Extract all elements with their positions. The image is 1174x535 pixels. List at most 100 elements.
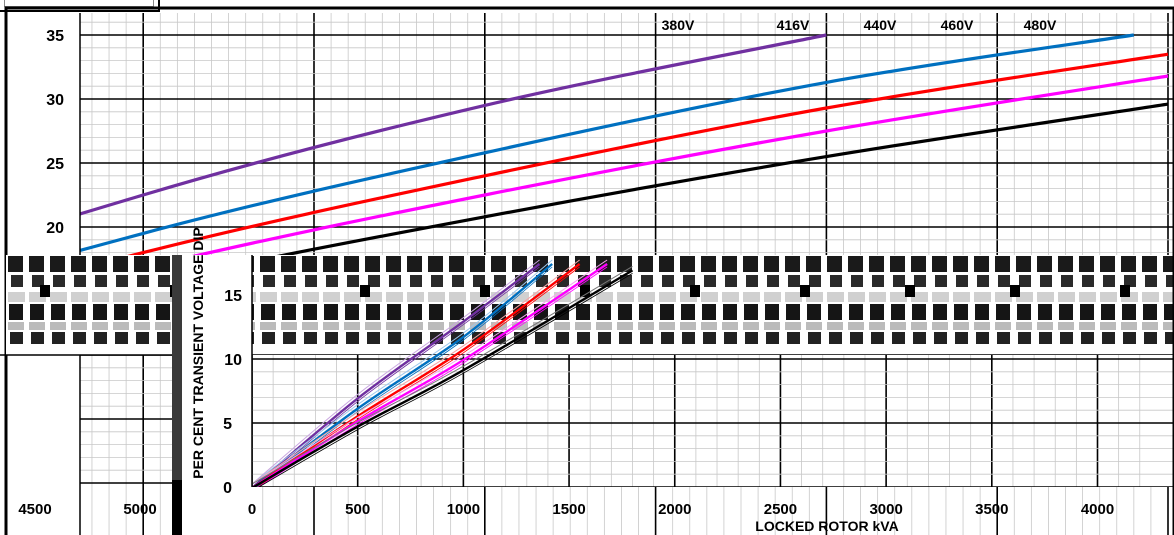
glitch-block xyxy=(50,322,66,330)
glitch-block xyxy=(912,304,926,320)
glitch-block xyxy=(1100,322,1116,330)
glitch-block xyxy=(71,292,88,302)
y-tick-label: 5 xyxy=(223,416,232,433)
glitch-block xyxy=(367,332,380,344)
glitch-block xyxy=(788,275,800,287)
y-tick-label: 25 xyxy=(46,156,64,173)
glitch-block xyxy=(344,256,359,272)
glitch-block xyxy=(281,256,296,272)
glitch-block xyxy=(704,275,716,287)
glitch-block xyxy=(407,292,424,302)
glitch-block xyxy=(619,332,632,344)
glitch-block xyxy=(1082,275,1094,287)
glitch-block xyxy=(260,292,277,302)
glitch-block xyxy=(157,332,170,344)
glitch-dot xyxy=(580,285,590,297)
glitch-block xyxy=(764,322,780,330)
glitch-block xyxy=(1058,322,1074,330)
glitch-block xyxy=(935,275,947,287)
glitch-block xyxy=(680,292,697,302)
series-line-ghost xyxy=(252,259,608,485)
glitch-dot xyxy=(1120,285,1130,297)
glitch-block xyxy=(827,322,843,330)
glitch-block xyxy=(470,256,485,272)
glitch-block xyxy=(575,322,591,330)
glitch-block xyxy=(283,332,296,344)
glitch-block xyxy=(953,292,970,302)
x-tick-label: 4500 xyxy=(18,501,51,518)
series-label: 440V xyxy=(864,17,897,33)
glitch-block xyxy=(1059,304,1073,320)
glitch-block xyxy=(618,304,632,320)
x-tick-label: 2000 xyxy=(658,501,691,518)
glitch-block xyxy=(135,304,149,320)
glitch-block xyxy=(407,256,422,272)
glitch-block xyxy=(137,275,149,287)
glitch-block xyxy=(723,304,737,320)
glitch-block xyxy=(386,292,403,302)
glitch-block xyxy=(933,304,947,320)
glitch-block xyxy=(1143,304,1157,320)
glitch-block xyxy=(1079,322,1095,330)
glitch-block xyxy=(386,322,402,330)
glitch-block xyxy=(932,292,949,302)
glitch-block xyxy=(869,322,885,330)
glitch-block xyxy=(682,332,695,344)
glitch-block xyxy=(8,292,25,302)
glitch-block xyxy=(1018,332,1031,344)
glitch-block xyxy=(974,322,990,330)
glitch-block xyxy=(261,304,275,320)
glitch-dot xyxy=(360,285,370,297)
lower-left-panel xyxy=(182,255,252,535)
glitch-block xyxy=(1038,304,1052,320)
glitch-block xyxy=(533,256,548,272)
glitch-block xyxy=(368,275,380,287)
glitch-block xyxy=(1060,332,1073,344)
glitch-block xyxy=(115,332,128,344)
glitch-block xyxy=(661,332,674,344)
glitch-block xyxy=(1016,256,1031,272)
glitch-block xyxy=(872,275,884,287)
glitch-block xyxy=(806,256,821,272)
glitch-dot xyxy=(40,285,50,297)
glitch-block xyxy=(326,275,338,287)
glitch-block xyxy=(890,256,905,272)
glitch-block xyxy=(156,304,170,320)
glitch-block xyxy=(808,332,821,344)
glitch-block xyxy=(95,275,107,287)
glitch-block xyxy=(113,256,128,272)
glitch-block xyxy=(890,292,907,302)
glitch-dot xyxy=(1010,285,1020,297)
glitch-block xyxy=(1016,292,1033,302)
glitch-block xyxy=(617,256,632,272)
y-tick-label: 15 xyxy=(224,288,242,305)
glitch-block xyxy=(1019,275,1031,287)
y-tick-label: 0 xyxy=(223,480,232,497)
glitch-block xyxy=(995,322,1011,330)
glitch-block xyxy=(701,322,717,330)
series-line-ghost xyxy=(252,265,633,485)
glitch-block xyxy=(113,292,130,302)
glitch-block xyxy=(344,322,360,330)
glitch-block xyxy=(785,256,800,272)
glitch-block xyxy=(680,256,695,272)
glitch-block xyxy=(955,332,968,344)
series-line xyxy=(80,52,1169,271)
glitch-block xyxy=(260,256,275,272)
glitch-block xyxy=(263,275,275,287)
glitch-block xyxy=(827,292,844,302)
glitch-block xyxy=(302,292,319,302)
glitch-block xyxy=(71,256,86,272)
x-tick-label: 1000 xyxy=(447,501,480,518)
glitch-block xyxy=(1039,332,1052,344)
glitch-block xyxy=(365,292,382,302)
glitch-block xyxy=(725,275,737,287)
glitch-block xyxy=(389,275,401,287)
glitch-block xyxy=(1165,332,1174,344)
series-line xyxy=(252,263,581,487)
glitch-block xyxy=(746,275,758,287)
glitch-block xyxy=(1037,256,1052,272)
glitch-block xyxy=(116,275,128,287)
glitch-dot xyxy=(690,285,700,297)
glitch-block xyxy=(92,256,107,272)
